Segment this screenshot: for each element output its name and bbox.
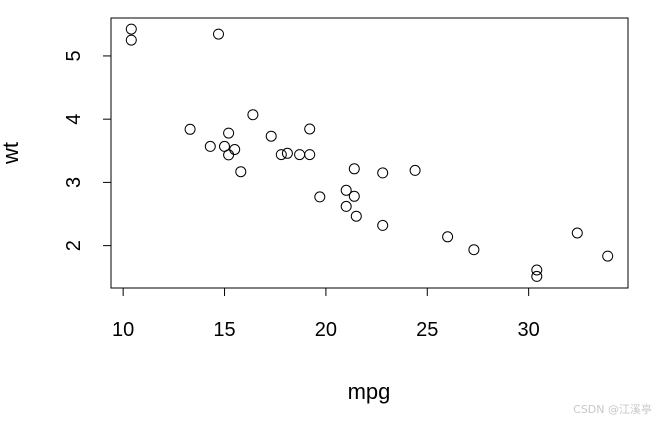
data-point-3 — [348, 163, 360, 175]
data-point-4 — [294, 149, 306, 161]
data-point-7 — [409, 164, 421, 176]
data-point-26 — [442, 231, 454, 243]
data-point-10 — [275, 149, 287, 161]
x-axis: 10 15 20 25 30 — [112, 287, 540, 341]
x-tick-label-1: 15 — [213, 319, 235, 341]
plot-frame — [110, 17, 629, 289]
data-point-18 — [531, 264, 543, 276]
y-tick-label-1: 3 — [63, 177, 85, 188]
data-point-21 — [229, 144, 241, 155]
data-point-16 — [213, 28, 224, 40]
data-point-19 — [602, 250, 614, 262]
data-point-8 — [377, 167, 389, 179]
data-point-1 — [340, 184, 352, 196]
data-point-12 — [265, 130, 277, 142]
data-points — [125, 23, 614, 282]
y-tick-label-0: 2 — [63, 240, 85, 251]
data-point-24 — [304, 123, 316, 135]
data-point-0 — [340, 200, 352, 212]
data-point-9 — [304, 149, 316, 161]
x-tick-label-3: 25 — [416, 319, 438, 341]
data-point-17 — [571, 227, 583, 239]
data-point-30 — [219, 140, 230, 152]
data-point-29 — [314, 191, 326, 203]
y-tick-label-2: 4 — [63, 114, 85, 125]
x-tick-label-4: 30 — [518, 319, 540, 341]
y-axis: 2 3 4 5 — [63, 50, 112, 251]
data-point-20 — [350, 210, 362, 222]
data-point-6 — [204, 140, 216, 152]
data-point-5 — [281, 147, 293, 159]
watermark: CSDN @江溪亭 — [573, 403, 652, 416]
data-point-23 — [184, 123, 196, 135]
data-point-14 — [125, 34, 137, 46]
data-point-15 — [125, 23, 137, 35]
data-point-13 — [223, 127, 235, 139]
x-axis-label: mpg — [348, 379, 391, 404]
y-tick-label-3: 5 — [63, 50, 85, 61]
x-tick-label-2: 20 — [315, 319, 337, 341]
y-axis-label: wt — [0, 142, 23, 165]
data-point-25 — [468, 244, 480, 256]
data-point-27 — [531, 270, 543, 282]
data-point-11 — [247, 109, 259, 121]
data-point-28 — [235, 166, 247, 178]
data-point-2 — [377, 219, 389, 231]
x-tick-label-0: 10 — [112, 319, 134, 341]
data-point-31 — [348, 190, 360, 202]
